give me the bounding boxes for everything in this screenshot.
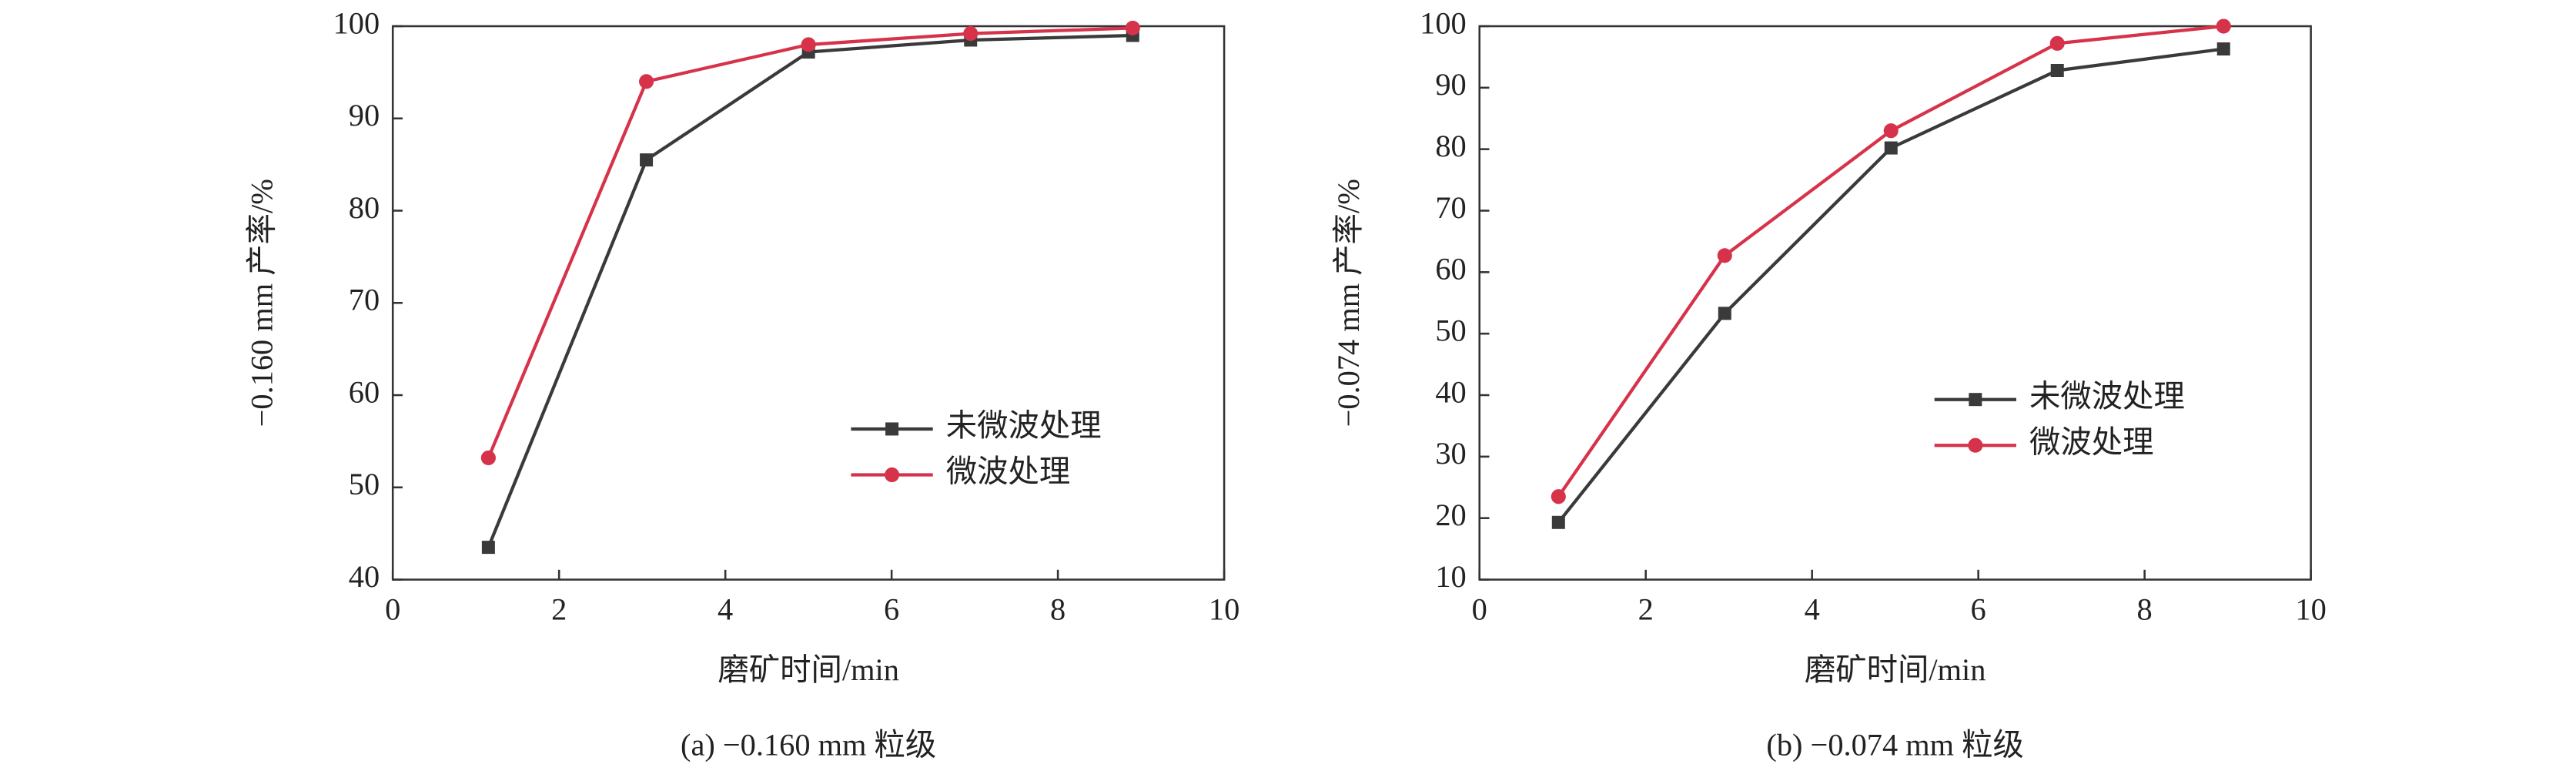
data-point [2050, 63, 2064, 77]
series-line [487, 26, 1133, 459]
y-tick-label: 100 [333, 5, 380, 40]
data-point [638, 74, 654, 89]
legend-label: 微波处理 [946, 454, 1071, 489]
y-tick-label: 20 [1435, 498, 1466, 532]
y-tick-label: 40 [349, 559, 380, 594]
legend-label: 未微波处理 [2029, 379, 2185, 414]
y-tick-label: 90 [1435, 67, 1466, 102]
y-axis-label: −0.160 mm 产率/% [245, 179, 279, 427]
caption: (b) −0.074 mm 粒级 [1766, 728, 2024, 763]
y-tick-label: 80 [1435, 129, 1466, 163]
data-point [481, 541, 495, 555]
data-point [1125, 20, 1140, 35]
y-tick-label: 10 [1435, 559, 1466, 594]
data-point [1717, 248, 1732, 263]
y-tick-label: 60 [1435, 252, 1466, 287]
plot-frame [1478, 25, 2312, 581]
legend-label: 未微波处理 [946, 408, 1102, 443]
legend-marker [1969, 393, 1982, 407]
x-tick-label: 0 [1472, 592, 1487, 626]
y-tick-label: 90 [349, 98, 380, 132]
data-point [2216, 42, 2230, 56]
x-tick-label: 2 [1638, 592, 1654, 626]
x-tick-label: 8 [1050, 592, 1066, 626]
y-tick-label: 50 [349, 467, 380, 501]
y-tick-label: 70 [349, 283, 380, 317]
y-axis-label: −0.074 mm 产率/% [1331, 179, 1366, 427]
legend-marker [884, 467, 900, 483]
data-point [1551, 515, 1565, 529]
x-tick-label: 8 [2137, 592, 2153, 626]
x-tick-label: 0 [385, 592, 400, 626]
x-tick-label: 4 [718, 592, 733, 626]
data-point [2216, 18, 2231, 34]
data-point [801, 37, 816, 52]
x-tick-label: 6 [1971, 592, 1986, 626]
data-point [1718, 307, 1731, 320]
x-tick-label: 10 [2295, 592, 2326, 626]
legend-label: 微波处理 [2029, 424, 2154, 459]
y-tick-label: 50 [1435, 313, 1466, 347]
x-tick-label: 10 [1209, 592, 1239, 626]
plot-frame [391, 25, 1226, 581]
x-axis-label: 磨矿时间/min [1805, 652, 1986, 687]
caption: (a) −0.160 mm 粒级 [681, 728, 936, 763]
y-tick-label: 80 [349, 190, 380, 225]
y-tick-label: 100 [1420, 5, 1467, 40]
y-tick-label: 70 [1435, 190, 1466, 225]
x-axis-label: 磨矿时间/min [718, 652, 899, 687]
legend-marker [885, 422, 899, 436]
x-tick-label: 4 [1805, 592, 1820, 626]
data-point [1884, 141, 1898, 155]
y-tick-label: 30 [1435, 436, 1466, 471]
legend-marker [1968, 437, 1983, 453]
y-tick-label: 40 [1435, 374, 1466, 409]
y-tick-label: 60 [349, 374, 380, 409]
data-point [2049, 35, 2065, 51]
x-tick-label: 6 [884, 592, 899, 626]
data-point [640, 153, 654, 167]
data-point [1551, 489, 1566, 504]
data-point [1883, 123, 1899, 139]
data-point [480, 450, 496, 466]
data-point [963, 26, 979, 42]
x-tick-label: 2 [551, 592, 567, 626]
